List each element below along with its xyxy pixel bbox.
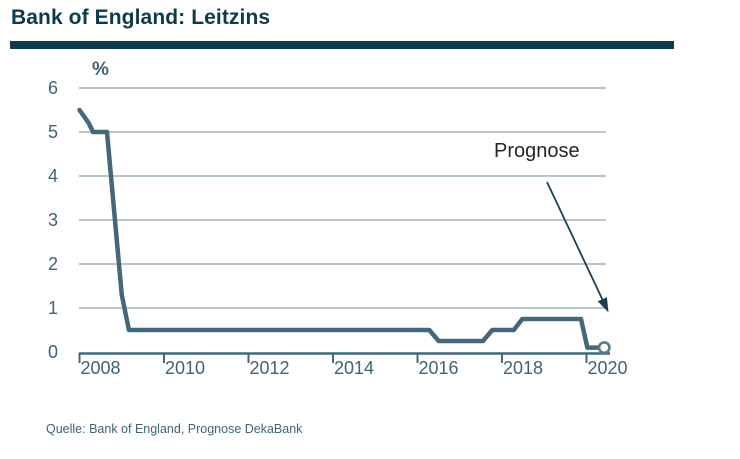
- prognose-arrow-line: [546, 181, 604, 300]
- y-axis-unit-label: %: [92, 59, 109, 80]
- x-tick-label: 2020: [587, 358, 628, 378]
- x-tick-label: 2008: [80, 358, 121, 378]
- x-tick-label: 2012: [249, 358, 290, 378]
- source-note: Quelle: Bank of England, Prognose DekaBa…: [46, 422, 303, 436]
- y-tick-label: 0: [47, 342, 58, 362]
- y-tick-label: 6: [47, 78, 58, 98]
- y-tick-label: 4: [47, 166, 58, 186]
- interest-rate-line: [77, 107, 604, 350]
- interest-rate-chart: [77, 87, 611, 363]
- y-tick-label: 2: [47, 254, 58, 274]
- prognose-arrowhead: [597, 297, 609, 313]
- x-tick-label: 2010: [164, 358, 206, 378]
- y-tick-label: 5: [47, 122, 58, 142]
- page-title: Bank of England: Leitzins: [11, 6, 271, 29]
- x-tick-label: 2014: [333, 358, 375, 378]
- x-tick-label: 2018: [502, 358, 544, 378]
- prognose-annotation-label: Prognose: [494, 140, 580, 162]
- title-rule-bar: [10, 41, 674, 49]
- forecast-marker: [597, 341, 611, 355]
- x-tick-label: 2016: [418, 358, 459, 378]
- y-tick-label: 3: [47, 210, 58, 230]
- y-tick-label: 1: [47, 298, 58, 318]
